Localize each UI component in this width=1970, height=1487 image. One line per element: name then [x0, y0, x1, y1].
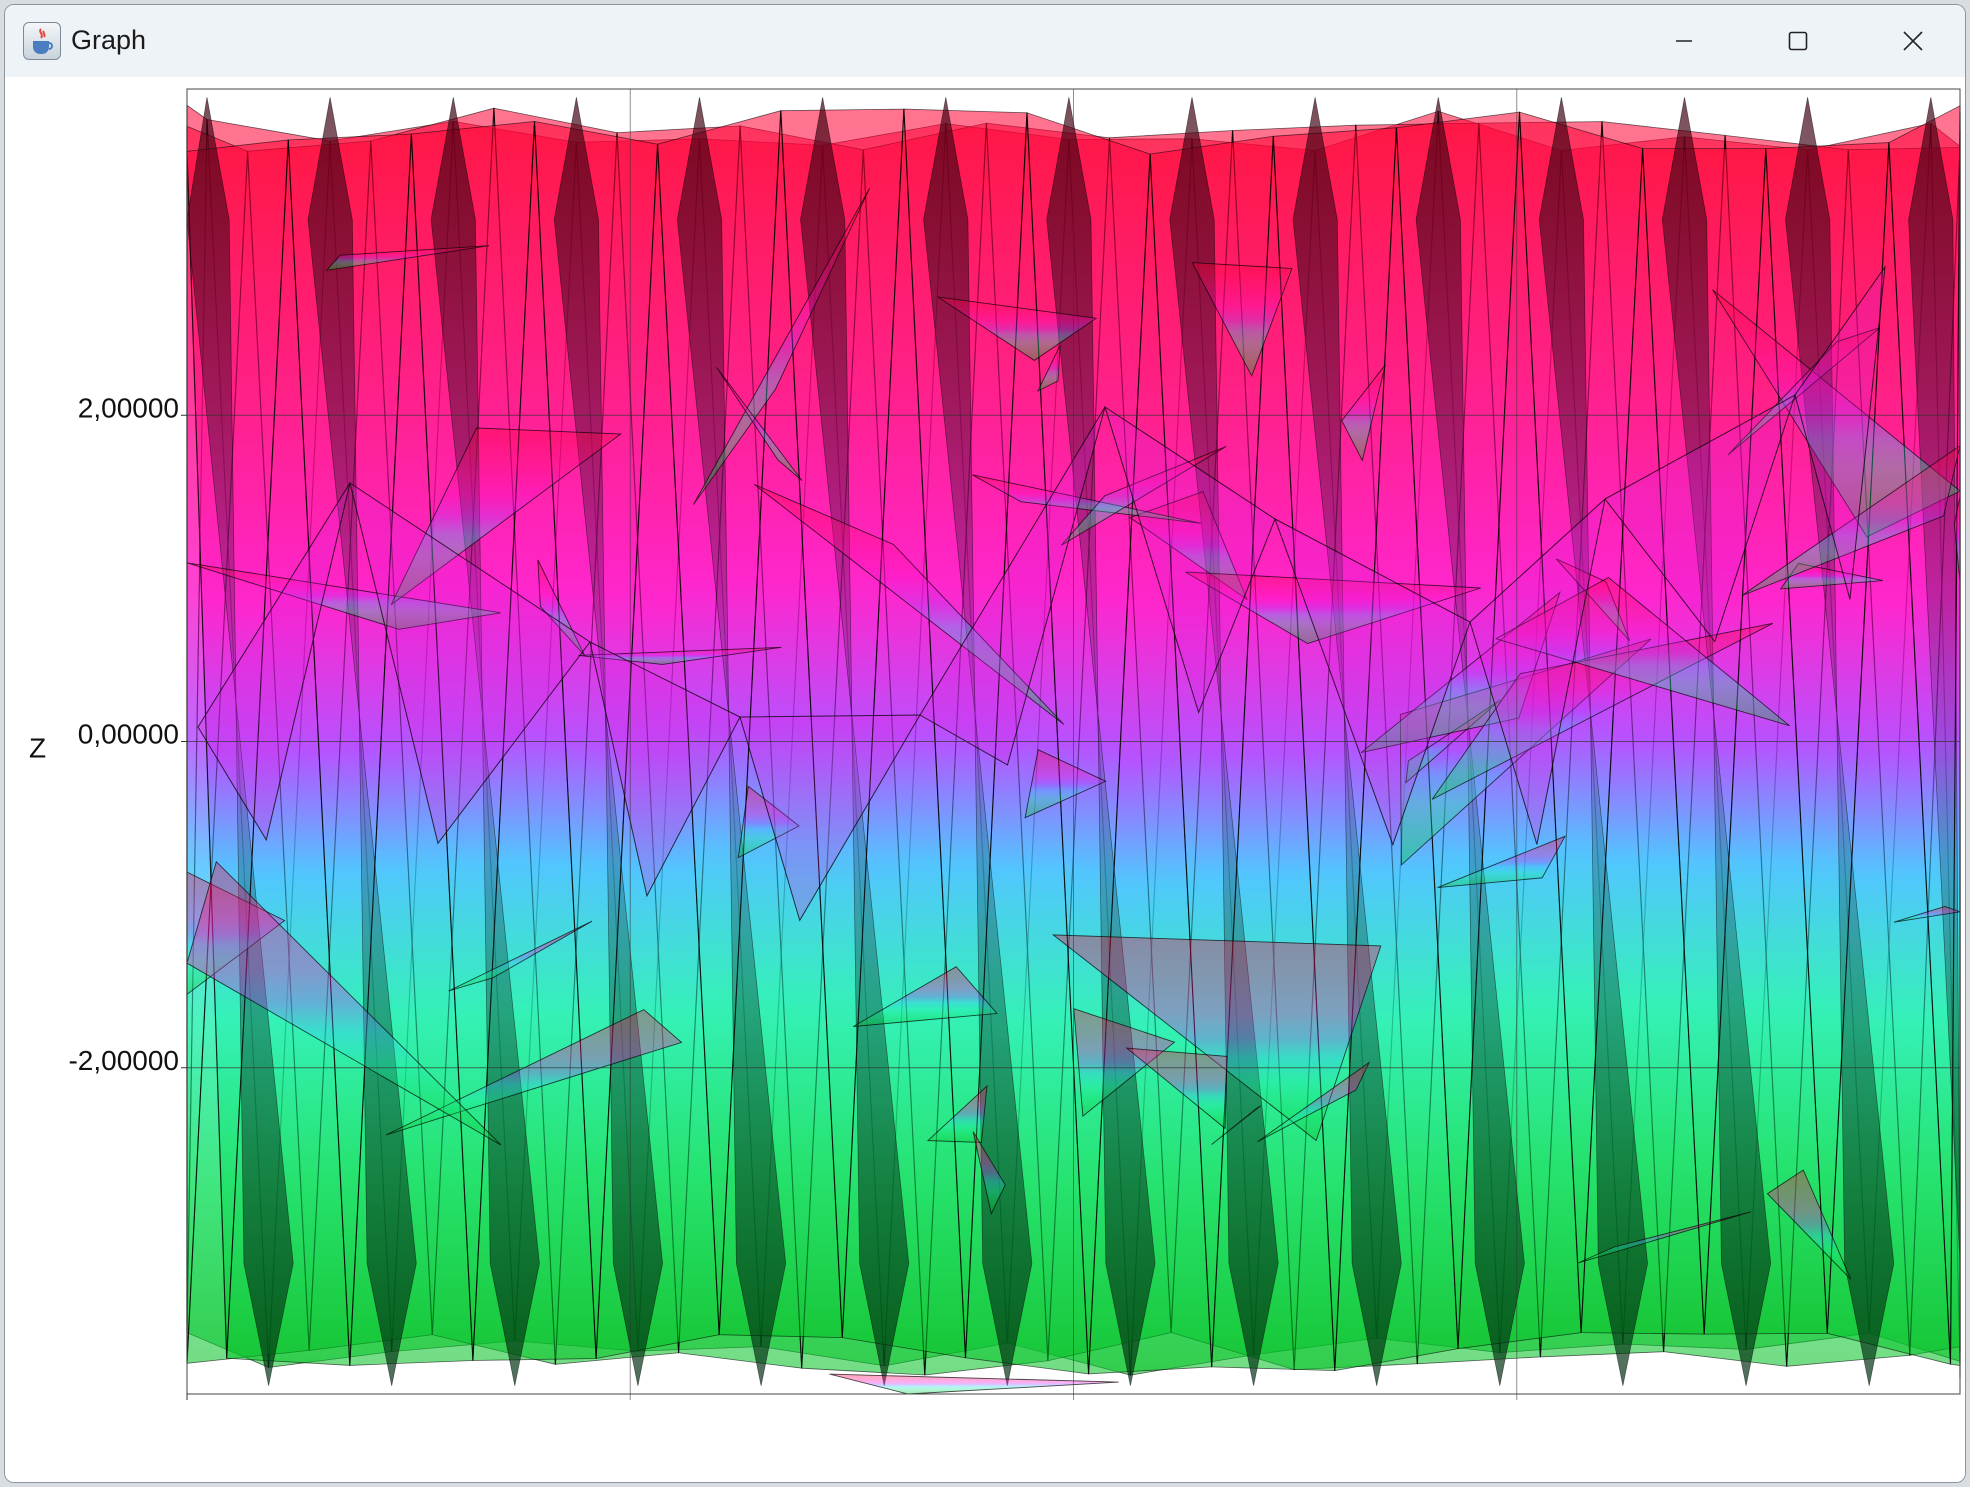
- y-tick-label: 2,00000: [78, 392, 179, 423]
- surface-facet: [197, 482, 351, 842]
- surface-facet: [186, 562, 501, 630]
- plot-area[interactable]: 2,00000 0,00000 -2,00000 Z: [5, 77, 1966, 1483]
- surface-ridge: [186, 105, 1961, 1378]
- surface-facet: [716, 367, 803, 481]
- surface-chart[interactable]: 2,00000 0,00000 -2,00000 Z: [5, 77, 1966, 1483]
- surface-facet: [1051, 934, 1382, 1142]
- surface-facet: [1191, 262, 1293, 378]
- surface-facet: [754, 483, 1065, 725]
- y-tick-label: -2,00000: [68, 1045, 179, 1076]
- surface-facet: [853, 966, 998, 1027]
- surface-facet: [1257, 1061, 1371, 1143]
- surface-facet: [1061, 445, 1227, 546]
- surface-facet: [1604, 393, 1796, 643]
- surface-facet: [1794, 265, 1886, 600]
- surface-facet: [737, 785, 800, 859]
- surface-facet: [1211, 1105, 1261, 1145]
- surface-facet: [919, 406, 1106, 766]
- y-axis-label: Z: [29, 733, 46, 764]
- surface-facet: [972, 1131, 1006, 1216]
- surface-facet: [349, 481, 591, 845]
- surface-facet: [1037, 345, 1061, 392]
- surface-facet: [537, 559, 586, 656]
- axes: 2,00000 0,00000 -2,00000 Z: [29, 88, 1961, 1400]
- surface-facet: [693, 187, 871, 505]
- surface-facet: [937, 296, 1098, 361]
- surface-facet: [448, 920, 593, 992]
- title-bar[interactable]: Graph: [5, 5, 1965, 77]
- surface-facet: [800, 97, 910, 1386]
- surface-facet: [589, 641, 741, 898]
- y-tick-label: 0,00000: [78, 719, 179, 750]
- surface-facet: [325, 245, 490, 271]
- surface-facet: [1024, 749, 1107, 819]
- close-button[interactable]: [1857, 5, 1965, 77]
- surface-facet: [1494, 576, 1790, 727]
- minimize-icon: [1674, 31, 1694, 51]
- maximize-button[interactable]: [1742, 5, 1854, 77]
- surface-facet: [829, 1373, 1119, 1395]
- surface-facet: [386, 1009, 683, 1136]
- surface-facet: [1741, 444, 1961, 597]
- surface-facet: [1766, 1169, 1852, 1280]
- surface-facet: [926, 1084, 988, 1143]
- maximize-icon: [1787, 30, 1809, 52]
- surface-facet: [578, 646, 782, 665]
- surface-facet: [1185, 571, 1481, 644]
- surface-facet: [1893, 906, 1961, 923]
- surface-facet: [1469, 497, 1606, 845]
- minimize-button[interactable]: [1628, 5, 1740, 77]
- java-cup-icon: [23, 22, 61, 60]
- surface-facet: [1341, 364, 1386, 462]
- window-title: Graph: [71, 25, 147, 55]
- surface-facet: [1727, 327, 1881, 456]
- surface-facet: [1104, 405, 1276, 714]
- surface-facet: [739, 714, 921, 922]
- surface-facet: [390, 427, 622, 606]
- close-icon: [1902, 30, 1924, 52]
- surface-facet: [553, 97, 663, 1386]
- surface-facet: [1578, 1211, 1752, 1264]
- surface-facet: [1437, 835, 1567, 889]
- graph-window: Graph: [4, 4, 1966, 1483]
- surface-facet: [1073, 1008, 1176, 1117]
- surface-facet: [1274, 517, 1471, 847]
- surface-facet: [186, 860, 502, 1146]
